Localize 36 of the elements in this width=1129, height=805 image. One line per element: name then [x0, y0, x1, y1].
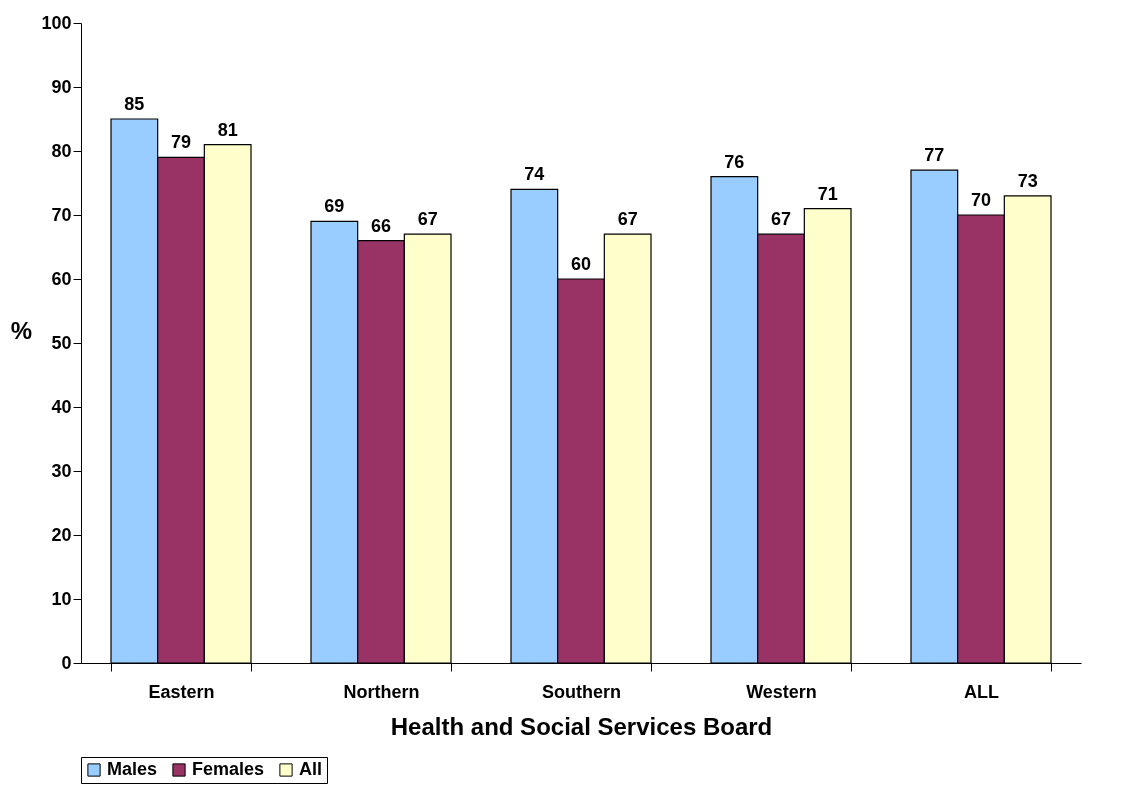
data-label: 71 — [817, 183, 838, 204]
data-label: 79 — [170, 132, 192, 153]
data-label: 67 — [417, 209, 438, 230]
data-label: 76 — [724, 151, 745, 172]
data-label: 73 — [1017, 170, 1038, 191]
y-tick-label: 30 — [51, 460, 72, 481]
data-label: 60 — [570, 254, 592, 274]
y-axis-title: % — [10, 316, 33, 344]
legend-label: Males — [107, 759, 158, 779]
data-label: 67 — [770, 209, 792, 230]
x-tick-label: Southern — [542, 681, 621, 702]
y-tick-label: 60 — [51, 268, 72, 289]
y-tick-label: 80 — [51, 140, 72, 161]
x-tick-label: Northern — [343, 681, 420, 702]
y-tick-label: 10 — [51, 588, 72, 609]
x-axis-title: Health and Social Services Board — [390, 712, 773, 740]
y-tick-label: 40 — [51, 396, 72, 417]
data-label: 66 — [370, 215, 392, 236]
legend-label: Females — [192, 759, 265, 779]
y-tick-label: 70 — [51, 204, 72, 225]
data-label: 77 — [924, 145, 945, 166]
y-tick-label: 100 — [41, 12, 72, 33]
data-label: 81 — [217, 119, 238, 140]
y-tick-label: 0 — [61, 652, 72, 673]
y-tick-label: 50 — [51, 332, 72, 353]
x-tick-label: ALL — [964, 681, 999, 702]
legend-label: All — [299, 759, 323, 779]
x-tick-label: Eastern — [148, 681, 215, 702]
y-tick-label: 90 — [51, 76, 72, 97]
data-label: 74 — [524, 164, 545, 185]
y-tick-label: 20 — [51, 524, 72, 545]
data-label: 69 — [324, 196, 345, 217]
x-tick-label: Western — [746, 681, 817, 702]
data-label: 67 — [617, 209, 638, 230]
data-label: 85 — [124, 94, 145, 114]
data-label: 70 — [970, 190, 992, 210]
